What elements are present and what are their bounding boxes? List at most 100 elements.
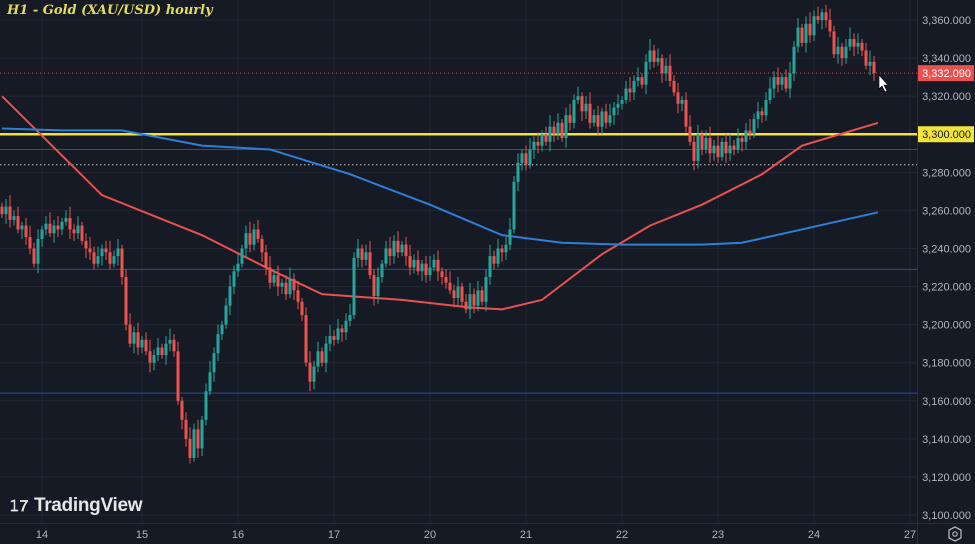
candle	[268, 256, 272, 289]
candle-body	[124, 277, 128, 325]
candle-body	[376, 277, 380, 297]
candle-body	[468, 294, 472, 310]
candle-body	[664, 65, 668, 74]
candle	[32, 242, 36, 268]
candle-body	[552, 126, 556, 135]
candle	[192, 423, 196, 462]
candle-body	[260, 238, 264, 253]
candle-body	[820, 12, 824, 20]
candle-body	[604, 111, 608, 123]
candle	[636, 67, 640, 87]
candle-body	[384, 248, 388, 264]
candle-body	[572, 99, 576, 123]
last-price-badge	[918, 65, 974, 82]
candle	[76, 216, 80, 239]
candle-body	[816, 16, 820, 20]
candle	[400, 240, 404, 257]
candle	[12, 210, 16, 226]
candle	[184, 412, 188, 447]
candle-body	[872, 61, 876, 74]
candle	[808, 12, 812, 43]
candle	[164, 336, 168, 365]
candle	[8, 195, 12, 228]
candle-body	[760, 111, 764, 116]
candle	[820, 8, 824, 30]
candle	[628, 77, 632, 102]
time-tick-label: 24	[808, 529, 820, 541]
candle	[340, 324, 344, 342]
candle-body	[636, 77, 640, 81]
candle-body	[656, 58, 660, 62]
candle	[496, 238, 500, 268]
candle	[140, 336, 144, 354]
candle-body	[80, 225, 84, 241]
candle-body	[704, 138, 708, 150]
candle-body	[588, 103, 592, 123]
candle	[708, 126, 712, 163]
candle	[216, 324, 220, 361]
chart-title: H1 - Gold (XAU/USD) hourly	[7, 3, 213, 18]
candle-body	[776, 77, 780, 85]
candle-body	[440, 271, 444, 278]
candle-body	[12, 216, 16, 220]
candle	[764, 92, 768, 121]
tradingview-logo-icon: 𝟷𝟩	[9, 496, 28, 515]
candle	[688, 115, 692, 146]
candle-body	[64, 218, 68, 222]
candle-body	[392, 240, 396, 257]
price-tick-label: 3,240.000	[922, 243, 971, 255]
candle	[464, 294, 468, 314]
candle	[552, 120, 556, 142]
candle-body	[728, 145, 732, 154]
candle	[484, 269, 488, 312]
settings-gear-icon[interactable]	[948, 526, 962, 542]
candle	[220, 320, 224, 340]
candle-body	[236, 263, 240, 272]
candle-body	[20, 225, 24, 230]
candle-body	[404, 244, 408, 257]
candle	[848, 27, 852, 51]
candle-body	[544, 134, 548, 142]
candle	[156, 337, 160, 361]
candle-body	[72, 229, 76, 234]
candle	[112, 250, 116, 268]
candle	[228, 275, 232, 316]
candle-body	[340, 328, 344, 333]
candle	[480, 286, 484, 306]
candle	[784, 69, 788, 93]
candle	[672, 75, 676, 97]
candle-body	[380, 263, 384, 278]
candle-body	[160, 347, 164, 356]
candle	[332, 330, 336, 346]
candle	[368, 240, 372, 279]
candle-body	[100, 248, 104, 257]
candle	[328, 324, 332, 352]
candle	[440, 267, 444, 285]
candle-body	[240, 248, 244, 264]
candle	[20, 221, 24, 239]
candle-body	[508, 229, 512, 245]
candle-body	[244, 233, 248, 249]
candle-body	[344, 320, 348, 333]
level-price-label: 3,300.000	[922, 129, 971, 141]
candle	[532, 136, 536, 159]
candle-body	[280, 282, 284, 287]
candle-body	[592, 115, 596, 123]
candle	[396, 231, 400, 258]
candle-body	[144, 339, 148, 352]
candle	[344, 313, 348, 340]
candle-body	[36, 238, 40, 264]
candle	[320, 347, 324, 367]
candle-body	[768, 88, 772, 100]
candle-body	[148, 351, 152, 363]
candle	[840, 42, 844, 66]
candle	[836, 37, 840, 64]
candle	[544, 126, 548, 146]
candle	[752, 113, 756, 139]
candle-body	[136, 332, 140, 348]
candle	[392, 235, 396, 264]
candle-body	[300, 301, 304, 316]
candle-body	[472, 294, 476, 306]
candle-body	[208, 372, 212, 392]
